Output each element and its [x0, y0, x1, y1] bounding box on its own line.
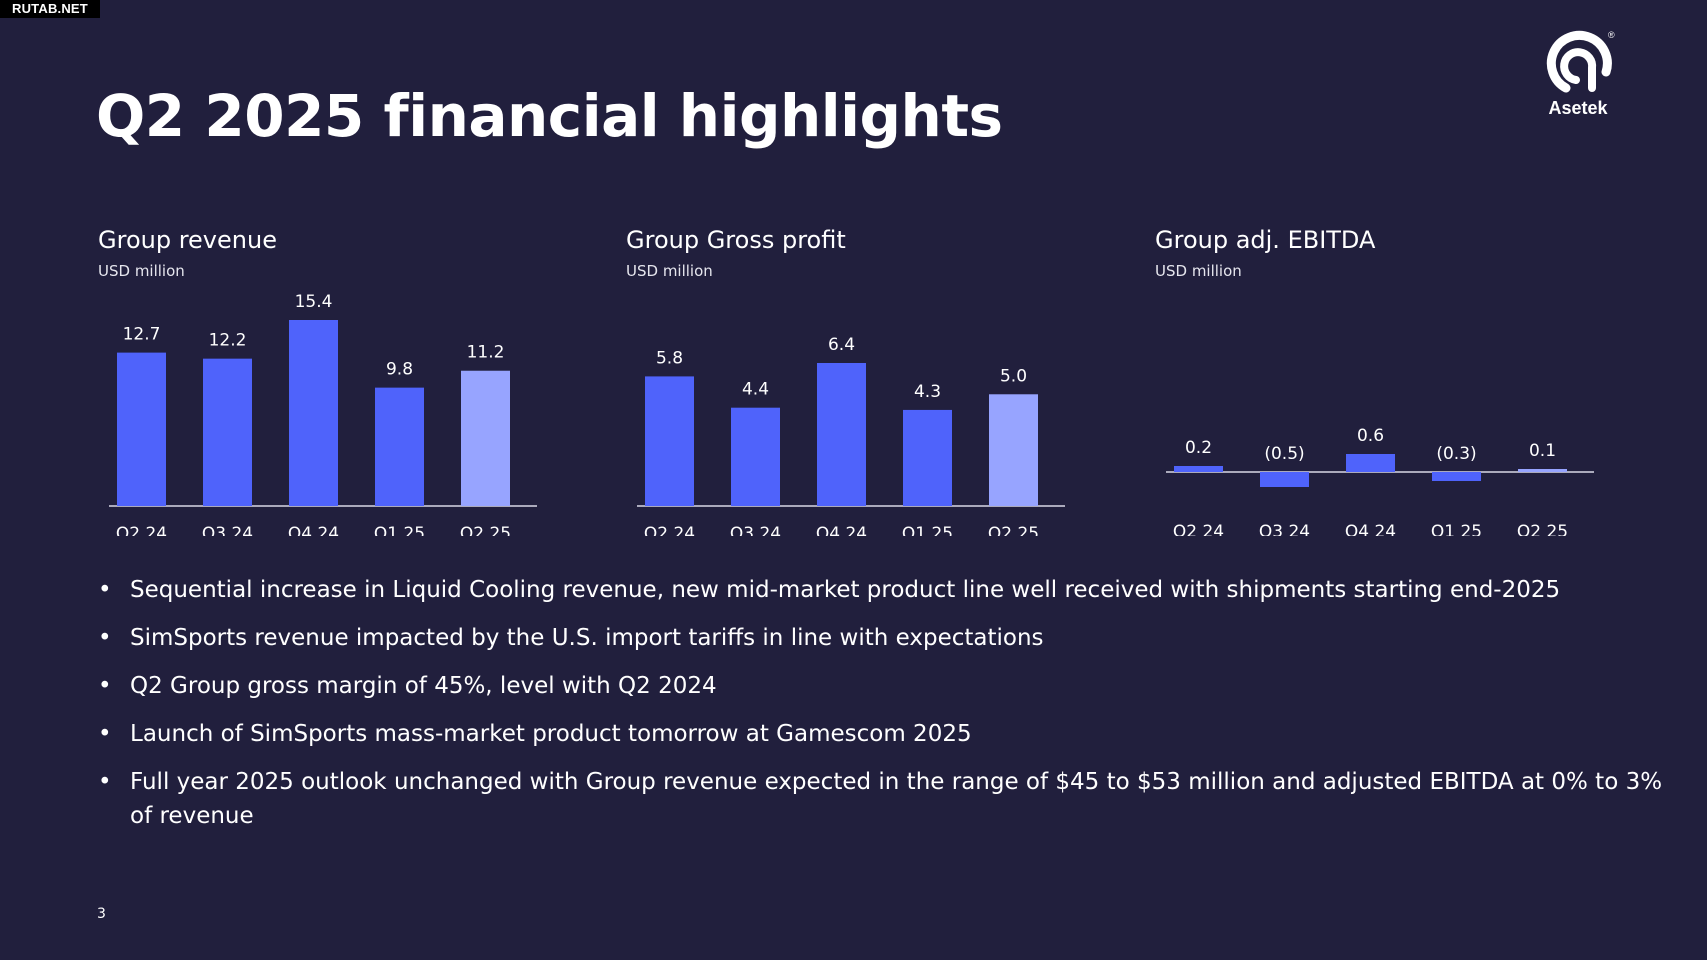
data-label: (0.3)	[1436, 444, 1476, 464]
chart-title: Group revenue	[98, 226, 277, 254]
x-tick-label: Q4 24	[1345, 522, 1396, 536]
bullet-text: Sequential increase in Liquid Cooling re…	[130, 577, 1561, 603]
bar	[203, 358, 252, 506]
bar	[1518, 469, 1567, 472]
x-tick-label: Q2 24	[644, 524, 695, 536]
bullet-text: SimSports revenue impacted by the U.S. i…	[130, 625, 1044, 651]
bar	[461, 370, 510, 506]
bar	[1346, 454, 1395, 472]
bullet-text: Q2 Group gross margin of 45%, level with…	[130, 673, 717, 699]
chart-unit: USD million	[626, 262, 713, 280]
x-tick-label: Q3 24	[202, 524, 253, 536]
bar	[731, 407, 780, 506]
bullet-text: Full year 2025 outlook unchanged with Gr…	[130, 769, 1663, 829]
data-label: 12.2	[209, 331, 247, 351]
data-label: 9.8	[386, 360, 413, 380]
chart-gross-profit: Group Gross profit USD million 5.8 Q2 24 4…	[625, 226, 1065, 536]
bar	[989, 394, 1038, 506]
bar	[817, 363, 866, 506]
data-label: 12.7	[123, 325, 161, 345]
x-tick-label: Q3 24	[1259, 522, 1310, 536]
bullet-icon: •	[98, 769, 112, 795]
chart-group-revenue: Group revenue USD million 12.7 Q2 24 12.2 Q…	[97, 226, 537, 536]
highlights-list: • Sequential increase in Liquid Cooling r…	[96, 573, 1676, 847]
bullet-icon: •	[98, 721, 112, 747]
chart-title: Group adj. EBITDA	[1155, 226, 1376, 254]
x-tick-label: Q1 25	[902, 524, 953, 536]
revenue-bar-chart: 12.7 Q2 24 12.2 Q3 24 15.4 Q4 24 9.8 Q1 25 11.2 Q…	[109, 292, 537, 536]
data-label: 15.4	[295, 292, 333, 312]
bullet-icon: •	[98, 577, 112, 603]
watermark: RUTAB.NET	[0, 0, 100, 18]
data-label: 11.2	[467, 343, 505, 363]
logo-wordmark: Asetek	[1548, 98, 1608, 118]
data-label: 6.4	[828, 335, 855, 355]
bullet-icon: •	[98, 673, 112, 699]
data-label: 5.0	[1000, 366, 1027, 386]
data-label: 0.1	[1529, 441, 1556, 461]
data-label: 4.3	[914, 382, 941, 402]
bullet-icon: •	[98, 625, 112, 651]
asetek-logo-icon: ®	[1546, 30, 1615, 93]
bar	[1174, 466, 1223, 472]
data-label: 0.6	[1357, 426, 1384, 446]
bar	[1432, 472, 1481, 481]
bar	[289, 320, 338, 506]
x-tick-label: Q2 25	[1517, 522, 1568, 536]
data-label: (0.5)	[1264, 444, 1304, 464]
x-tick-label: Q2 25	[460, 524, 511, 536]
x-tick-label: Q1 25	[1431, 522, 1482, 536]
chart-unit: USD million	[98, 262, 185, 280]
ebitda-bar-chart: 0.2 Q2 24 (0.5) Q3 24 0.6 Q4 24 (0.3) Q1 25 0.1 Q…	[1166, 426, 1594, 536]
x-tick-label: Q4 24	[288, 524, 339, 536]
company-logo: ® Asetek	[1538, 28, 1618, 118]
x-tick-label: Q1 25	[374, 524, 425, 536]
page-number: 3	[97, 906, 106, 922]
list-item: • SimSports revenue impacted by the U.S. …	[96, 621, 1676, 655]
page-title: Q2 2025 financial highlights	[96, 82, 1003, 150]
bar	[645, 376, 694, 506]
bar	[375, 387, 424, 506]
x-tick-label: Q2 25	[988, 524, 1039, 536]
x-tick-label: Q2 24	[116, 524, 167, 536]
list-item: • Q2 Group gross margin of 45%, level wit…	[96, 669, 1676, 703]
bullet-text: Launch of SimSports mass-market product …	[130, 721, 972, 747]
x-tick-label: Q3 24	[730, 524, 781, 536]
chart-adj-ebitda: Group adj. EBITDA USD million 0.2 Q2 24 (0…	[1154, 226, 1594, 536]
data-label: 0.2	[1185, 438, 1212, 458]
list-item: • Full year 2025 outlook unchanged with G…	[96, 765, 1676, 833]
registered-mark: ®	[1608, 30, 1615, 40]
bar	[903, 409, 952, 506]
list-item: • Sequential increase in Liquid Cooling r…	[96, 573, 1676, 607]
chart-unit: USD million	[1155, 262, 1242, 280]
list-item: • Launch of SimSports mass-market product…	[96, 717, 1676, 751]
bar	[117, 352, 166, 506]
x-tick-label: Q2 24	[1173, 522, 1224, 536]
x-tick-label: Q4 24	[816, 524, 867, 536]
bar	[1260, 472, 1309, 487]
data-label: 4.4	[742, 380, 769, 400]
chart-title: Group Gross profit	[626, 226, 846, 254]
gross-profit-bar-chart: 5.8 Q2 24 4.4 Q3 24 6.4 Q4 24 4.3 Q1 25 5.0 Q2 25	[637, 335, 1065, 536]
data-label: 5.8	[656, 348, 683, 368]
